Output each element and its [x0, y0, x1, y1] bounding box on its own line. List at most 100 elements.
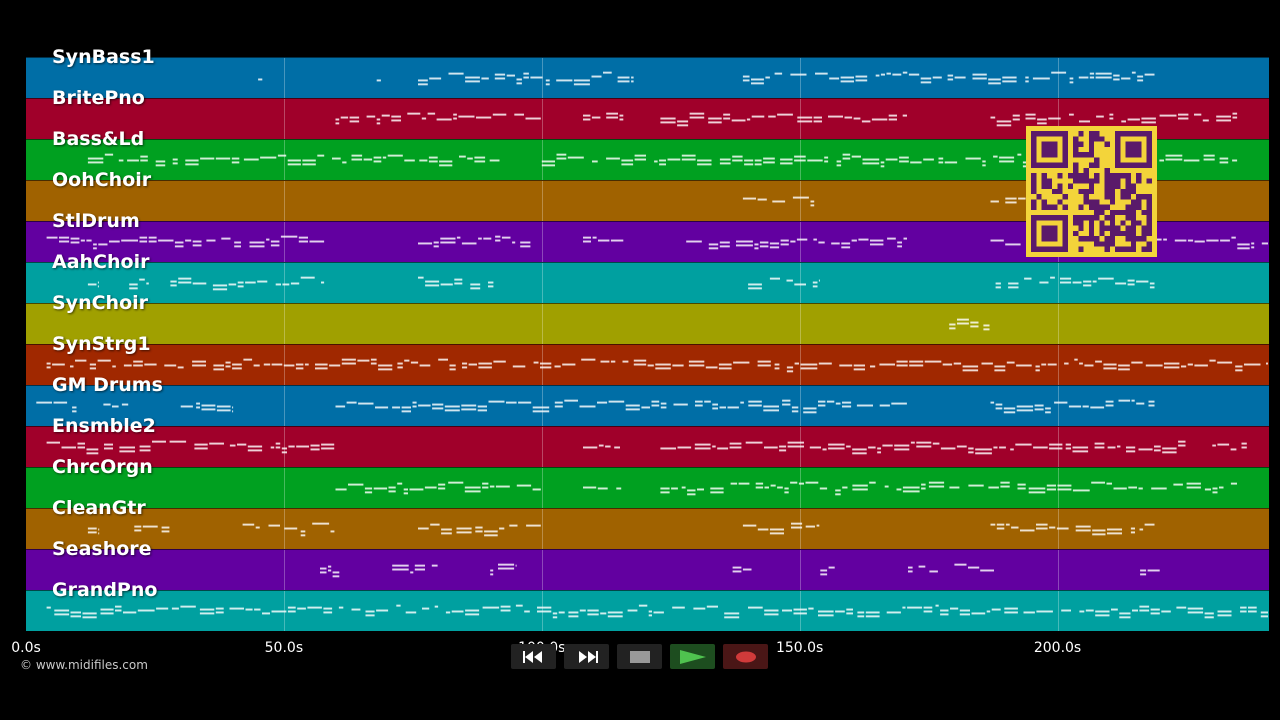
note — [1178, 113, 1189, 116]
note — [1137, 75, 1144, 78]
note — [619, 114, 624, 117]
track-row[interactable] — [26, 426, 1269, 467]
note — [1109, 113, 1114, 116]
track-row[interactable] — [26, 262, 1269, 303]
grid-line — [799, 345, 801, 385]
note — [751, 78, 764, 81]
note — [146, 282, 149, 285]
note — [719, 158, 731, 161]
note — [1139, 605, 1150, 608]
note — [363, 158, 373, 161]
note — [404, 159, 415, 162]
note — [290, 282, 300, 285]
note — [1002, 80, 1017, 83]
note — [194, 443, 208, 446]
note — [813, 238, 817, 241]
note — [468, 363, 477, 366]
note — [298, 240, 308, 243]
note — [1240, 606, 1247, 609]
note — [1090, 406, 1105, 409]
note — [1232, 159, 1238, 162]
note — [733, 361, 750, 364]
track-row[interactable] — [26, 590, 1269, 631]
note — [1148, 400, 1155, 403]
note — [587, 609, 599, 612]
note — [1069, 77, 1074, 80]
note — [718, 363, 732, 366]
note — [972, 73, 987, 76]
note — [769, 246, 780, 249]
note — [634, 158, 646, 161]
note — [708, 117, 722, 120]
note — [1127, 118, 1140, 121]
track-row[interactable] — [26, 508, 1269, 549]
note — [231, 157, 240, 160]
track-row[interactable] — [26, 303, 1269, 344]
note — [790, 240, 796, 243]
note — [794, 283, 806, 286]
note — [736, 240, 753, 243]
note — [287, 163, 301, 166]
note — [271, 610, 287, 613]
note — [54, 613, 70, 616]
note — [396, 604, 401, 607]
note — [82, 616, 97, 619]
note — [1126, 446, 1136, 449]
track-row[interactable] — [26, 549, 1269, 590]
note — [757, 360, 771, 363]
note — [1209, 359, 1216, 362]
note — [995, 403, 1003, 406]
note — [139, 278, 145, 281]
note — [112, 405, 119, 408]
note — [880, 73, 885, 76]
note — [1107, 528, 1122, 531]
note — [671, 487, 678, 490]
note — [886, 611, 901, 614]
piano-roll[interactable] — [26, 57, 1269, 631]
note — [627, 609, 638, 612]
note — [857, 611, 865, 614]
note — [896, 360, 908, 363]
note — [928, 481, 945, 484]
note — [950, 607, 959, 610]
note — [902, 490, 920, 493]
note — [1144, 523, 1155, 526]
note — [115, 605, 122, 608]
record-button[interactable] — [723, 644, 768, 669]
stop-button[interactable] — [617, 644, 662, 669]
track-row[interactable] — [26, 467, 1269, 508]
note — [1150, 612, 1160, 615]
note — [600, 612, 607, 615]
note — [1089, 72, 1095, 75]
grid-line — [799, 591, 801, 631]
note — [46, 362, 51, 365]
track-label: GM Drums — [52, 374, 163, 396]
track-row[interactable] — [26, 57, 1269, 98]
note — [1212, 444, 1216, 447]
note — [875, 74, 880, 77]
play-button[interactable] — [670, 644, 715, 669]
note — [554, 405, 563, 408]
note — [422, 607, 430, 610]
note — [932, 76, 942, 79]
note — [209, 442, 224, 445]
note — [438, 358, 448, 361]
rewind-button[interactable] — [511, 644, 556, 669]
note — [454, 282, 463, 285]
note — [401, 410, 411, 413]
note — [237, 281, 244, 284]
note — [1105, 404, 1114, 407]
note — [828, 115, 843, 118]
note — [449, 364, 456, 367]
note — [332, 575, 340, 578]
note — [249, 245, 265, 248]
note — [1220, 239, 1230, 242]
note — [1186, 482, 1201, 485]
fast-forward-button[interactable] — [564, 644, 609, 669]
track-row[interactable] — [26, 344, 1269, 385]
note — [796, 238, 808, 241]
note — [537, 610, 552, 613]
note — [1187, 611, 1204, 614]
track-row[interactable] — [26, 385, 1269, 426]
track-label: GrandPno — [52, 579, 158, 601]
